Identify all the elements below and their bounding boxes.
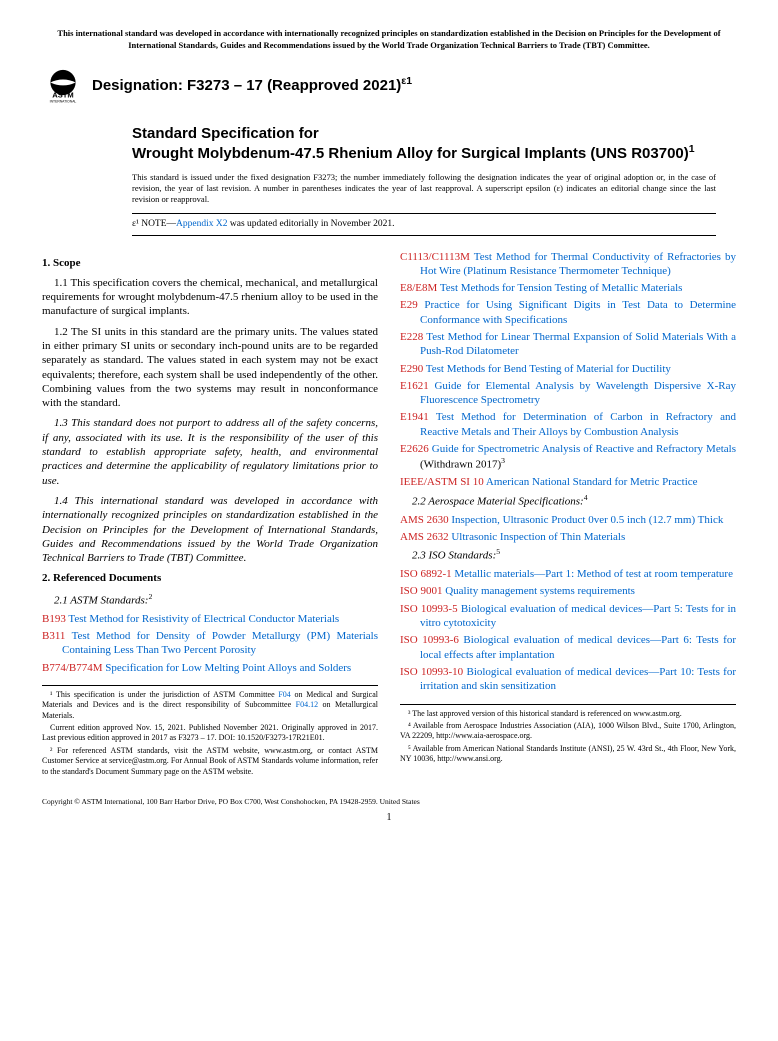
astm-logo: ASTMINTERNATIONAL (42, 64, 84, 106)
designation: Designation: F3273 – 17 (Reapproved 2021… (92, 75, 412, 96)
ref-item: AMS 2632 Ultrasonic Inspection of Thin M… (400, 530, 736, 544)
sub-2-3: 2.3 ISO Standards:5 (400, 547, 736, 563)
ref-code-link[interactable]: ISO 9001 (400, 585, 442, 597)
para-1-1: 1.1 This specification covers the chemic… (42, 276, 378, 319)
scope-head: 1. Scope (42, 256, 378, 270)
fn-4: ⁴ Available from Aerospace Industries As… (400, 721, 736, 742)
page-number: 1 (42, 811, 736, 824)
ref-item: E8/E8M Test Methods for Tension Testing … (400, 281, 736, 295)
title-block: Standard Specification for Wrought Molyb… (132, 124, 736, 164)
svg-text:ASTM: ASTM (52, 90, 73, 99)
ref-title-link[interactable]: Biological evaluation of medical devices… (420, 634, 736, 660)
ref-title-link[interactable]: Test Method for Density of Powder Metall… (62, 630, 378, 656)
ref-item: E29 Practice for Using Significant Digit… (400, 298, 736, 327)
ref-title-link[interactable]: American National Standard for Metric Pr… (484, 476, 698, 488)
fn-1: ¹ This specification is under the jurisd… (42, 690, 378, 721)
ref-title-link[interactable]: Guide for Elemental Analysis by Waveleng… (420, 380, 736, 406)
title-prefix: Standard Specification for (132, 124, 736, 144)
ref-code-link[interactable]: B193 (42, 613, 66, 625)
ref-title-link[interactable]: Ultrasonic Inspection of Thin Materials (449, 531, 626, 543)
fn-3: ³ The last approved version of this hist… (400, 709, 736, 719)
ref-code-link[interactable]: E2626 (400, 443, 429, 455)
ref-title-link[interactable]: Metallic materials—Part 1: Method of tes… (452, 568, 733, 580)
ref-title-link[interactable]: Practice for Using Significant Digits in… (418, 299, 736, 325)
fn-2: ² For referenced ASTM standards, visit t… (42, 746, 378, 777)
ref-item: E1941 Test Method for Determination of C… (400, 410, 736, 439)
para-1-4: 1.4 This international standard was deve… (42, 494, 378, 565)
ref-title-link[interactable]: Biological evaluation of medical devices… (420, 666, 736, 692)
ref-item: ISO 9001 Quality management systems requ… (400, 584, 736, 598)
issuance-note: This standard is issued under the fixed … (132, 172, 716, 205)
para-1-3: 1.3 This standard does not purport to ad… (42, 416, 378, 487)
copyright: Copyright © ASTM International, 100 Barr… (42, 797, 736, 807)
ref-title-link[interactable]: Test Method for Linear Thermal Expansion… (420, 331, 736, 357)
ref-code-link[interactable]: E8/E8M (400, 282, 437, 294)
subcommittee-link[interactable]: F04.12 (296, 700, 318, 709)
header-row: ASTMINTERNATIONAL Designation: F3273 – 1… (42, 64, 736, 106)
appendix-link[interactable]: Appendix X2 (176, 219, 227, 229)
ref-title-link[interactable]: Test Method for Resistivity of Electrica… (66, 613, 339, 625)
committee-link[interactable]: F04 (278, 690, 290, 699)
ref-code-link[interactable]: E1941 (400, 411, 429, 423)
ref-code-link[interactable]: ISO 10993-6 (400, 634, 459, 646)
svg-text:INTERNATIONAL: INTERNATIONAL (50, 99, 77, 103)
ref-item: AMS 2630 Inspection, Ultrasonic Product … (400, 513, 736, 527)
ref-item: ISO 10993-10 Biological evaluation of me… (400, 665, 736, 694)
title-main: Wrought Molybdenum-47.5 Rhenium Alloy fo… (132, 143, 736, 164)
ref-item: IEEE/ASTM SI 10 American National Standa… (400, 475, 736, 489)
ref-code-link[interactable]: AMS 2630 (400, 514, 449, 526)
footnotes-left: ¹ This specification is under the jurisd… (42, 685, 378, 777)
ref-code-link[interactable]: E29 (400, 299, 418, 311)
ref-title-link[interactable]: Quality management systems requirements (442, 585, 634, 597)
ref-title-link[interactable]: Specification for Low Melting Point Allo… (103, 662, 352, 674)
ref-item: E2626 Guide for Spectrometric Analysis o… (400, 442, 736, 472)
ref-code-link[interactable]: B774/B774M (42, 662, 103, 674)
ref-code-link[interactable]: B311 (42, 630, 65, 642)
ref-title-link[interactable]: Guide for Spectrometric Analysis of Reac… (429, 443, 736, 455)
ref-code-link[interactable]: ISO 10993-10 (400, 666, 463, 678)
ref-code-link[interactable]: ISO 6892-1 (400, 568, 452, 580)
refdocs-head: 2. Referenced Documents (42, 571, 378, 585)
footnotes-right: ³ The last approved version of this hist… (400, 704, 736, 765)
sub-2-2: 2.2 Aerospace Material Specifications:4 (400, 493, 736, 509)
ref-code-link[interactable]: E228 (400, 331, 423, 343)
ref-title-link[interactable]: Inspection, Ultrasonic Product 0ver 0.5 … (449, 514, 724, 526)
ref-code-link[interactable]: AMS 2632 (400, 531, 449, 543)
ref-item: ISO 6892-1 Metallic materials—Part 1: Me… (400, 567, 736, 581)
ref-title-link[interactable]: Biological evaluation of medical devices… (420, 603, 736, 629)
ref-item: B774/B774M Specification for Low Melting… (42, 661, 378, 675)
ref-item: B193 Test Method for Resistivity of Elec… (42, 612, 378, 626)
ref-code-link[interactable]: IEEE/ASTM SI 10 (400, 476, 484, 488)
ref-code-link[interactable]: E1621 (400, 380, 429, 392)
ref-title-link[interactable]: Test Method for Determination of Carbon … (420, 411, 736, 437)
epsilon-note: ε¹ NOTE—Appendix X2 was updated editoria… (132, 213, 716, 235)
para-1-2: 1.2 The SI units in this standard are th… (42, 325, 378, 411)
fn-5: ⁵ Available from American National Stand… (400, 744, 736, 765)
ref-code-link[interactable]: E290 (400, 363, 423, 375)
ref-item: B311 Test Method for Density of Powder M… (42, 629, 378, 658)
committee-note: This international standard was develope… (42, 28, 736, 52)
sub-2-1: 2.1 ASTM Standards:2 (42, 592, 378, 608)
ref-code-link[interactable]: ISO 10993-5 (400, 603, 458, 615)
ref-item: ISO 10993-6 Biological evaluation of med… (400, 633, 736, 662)
fn-edition: Current edition approved Nov. 15, 2021. … (42, 723, 378, 744)
ref-title-link[interactable]: Test Methods for Tension Testing of Meta… (437, 282, 682, 294)
ref-item: E290 Test Methods for Bend Testing of Ma… (400, 362, 736, 376)
ref-item: E1621 Guide for Elemental Analysis by Wa… (400, 379, 736, 408)
ref-item: C1113/C1113M Test Method for Thermal Con… (400, 250, 736, 279)
ref-code-link[interactable]: C1113/C1113M (400, 251, 470, 263)
body-columns: 1. Scope 1.1 This specification covers t… (42, 250, 736, 780)
ref-item: ISO 10993-5 Biological evaluation of med… (400, 602, 736, 631)
ref-title-link[interactable]: Test Methods for Bend Testing of Materia… (423, 363, 671, 375)
ref-item: E228 Test Method for Linear Thermal Expa… (400, 330, 736, 359)
